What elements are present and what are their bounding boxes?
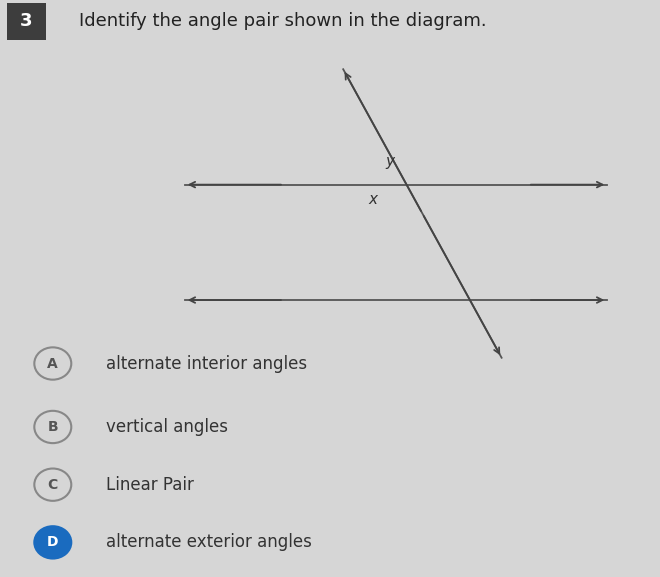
FancyBboxPatch shape xyxy=(7,3,46,40)
Circle shape xyxy=(34,469,71,501)
Text: D: D xyxy=(47,535,59,549)
Text: y: y xyxy=(385,154,394,169)
Text: B: B xyxy=(48,420,58,434)
Circle shape xyxy=(34,526,71,559)
Circle shape xyxy=(34,347,71,380)
Text: vertical angles: vertical angles xyxy=(106,418,228,436)
Text: A: A xyxy=(48,357,58,370)
Text: Linear Pair: Linear Pair xyxy=(106,475,193,494)
Text: 3: 3 xyxy=(20,12,32,31)
Text: x: x xyxy=(368,192,378,207)
Text: Identify the angle pair shown in the diagram.: Identify the angle pair shown in the dia… xyxy=(79,12,487,31)
Circle shape xyxy=(34,411,71,443)
Text: C: C xyxy=(48,478,58,492)
Text: alternate exterior angles: alternate exterior angles xyxy=(106,533,312,552)
Text: alternate interior angles: alternate interior angles xyxy=(106,354,307,373)
